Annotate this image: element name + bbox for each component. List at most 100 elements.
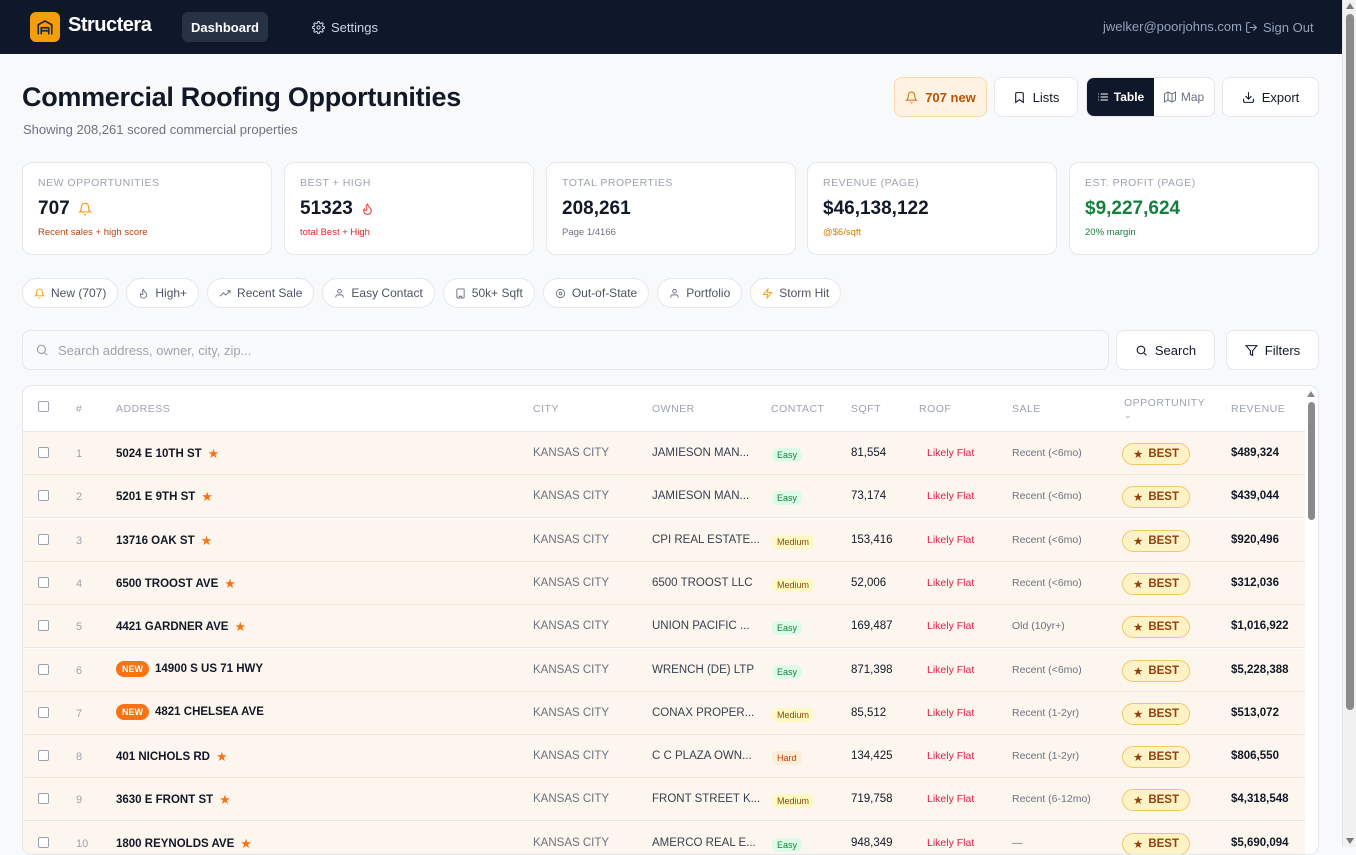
address-cell[interactable]: 3630 E FRONT ST ★ (116, 792, 231, 808)
address-cell[interactable]: 401 NICHOLS RD ★ (116, 749, 228, 765)
table-row[interactable]: 7 NEW 4821 CHELSEA AVE KANSAS CITY CONAX PRO… (23, 691, 1305, 735)
chip-label: High+ (155, 286, 188, 300)
search-bar (22, 330, 1109, 370)
address-cell[interactable]: 5201 E 9TH ST ★ (116, 489, 213, 505)
chip-portfolio[interactable]: Portfolio (657, 278, 743, 308)
row-checkbox[interactable] (38, 490, 49, 502)
col-city[interactable]: CITY (533, 403, 559, 415)
view-map-button[interactable]: Map (1154, 78, 1214, 116)
table-row[interactable]: 3 13716 OAK ST ★ KANSAS CITY CPI REAL ESTATE… (23, 518, 1305, 562)
city-cell: KANSAS CITY (533, 836, 610, 849)
select-all-checkbox[interactable] (38, 401, 49, 412)
table-row[interactable]: 8 401 NICHOLS RD ★ KANSAS CITY C C PLAZA OWN… (23, 735, 1305, 779)
table-row[interactable]: 9 3630 E FRONT ST ★ KANSAS CITY FRONT STREET… (23, 778, 1305, 822)
scrollbar-thumb[interactable] (1308, 402, 1315, 520)
col-revenue[interactable]: REVENUE (1231, 403, 1286, 415)
address-cell[interactable]: 5024 E 10TH ST ★ (116, 446, 219, 462)
row-checkbox[interactable] (38, 447, 49, 458)
building-icon (456, 287, 465, 299)
row-checkbox[interactable] (38, 663, 49, 675)
col-sale[interactable]: SALE (1012, 403, 1041, 415)
address-cell[interactable]: 4421 GARDNER AVE ★ (116, 619, 246, 635)
row-number: 9 (76, 794, 83, 807)
nav-settings[interactable]: Settings (312, 12, 378, 42)
brand-name[interactable]: Structera (68, 14, 152, 36)
table-row[interactable]: 6 NEW 14900 S US 71 HWY KANSAS CITY WRENCH (… (23, 648, 1305, 692)
opportunity-label: BEST (1148, 664, 1179, 677)
view-table-button[interactable]: Table (1087, 78, 1154, 116)
chip-easy-contact[interactable]: Easy Contact (322, 278, 435, 308)
page-scrollbar[interactable] (1342, 0, 1356, 847)
table-row[interactable]: 10 1800 REYNOLDS AVE ★ KANSAS CITY AMERCO RE… (23, 821, 1305, 854)
address-cell[interactable]: NEW 14900 S US 71 HWY (116, 660, 263, 677)
roof-cell: Likely Flat (927, 750, 975, 763)
row-checkbox[interactable] (38, 576, 49, 588)
address-text: 4821 CHELSEA AVE (155, 705, 264, 718)
search-button[interactable]: Search (1116, 330, 1215, 370)
address-cell[interactable]: 1800 REYNOLDS AVE ★ (116, 836, 252, 852)
table-row[interactable]: 1 5024 E 10TH ST ★ KANSAS CITY JAMIESON MAN.… (23, 432, 1305, 475)
row-number: 5 (76, 621, 83, 634)
roof-cell: Likely Flat (927, 490, 975, 503)
nav-dashboard[interactable]: Dashboard (182, 12, 268, 42)
warehouse-icon (37, 20, 53, 35)
opportunity-label: BEST (1148, 794, 1179, 807)
chip-recent-sale[interactable]: Recent Sale (207, 278, 315, 308)
roof-cell: Likely Flat (927, 836, 975, 849)
sqft-cell: 52,006 (851, 576, 887, 589)
filters-button[interactable]: Filters (1226, 330, 1319, 370)
contact-badge: Easy (772, 621, 803, 636)
export-button[interactable]: Export (1222, 77, 1319, 117)
chip-50k-sqft[interactable]: 50k+ Sqft (442, 278, 535, 308)
contact-badge: Medium (772, 794, 815, 809)
col-opportunity[interactable]: OPPORTUNITY (1124, 397, 1206, 409)
star-icon: ★ (1133, 838, 1144, 851)
chip-label: 50k+ Sqft (471, 286, 523, 300)
revenue-cell: $5,228,388 (1231, 663, 1289, 676)
brand-logo[interactable] (30, 12, 60, 42)
new-badge: NEW (116, 660, 149, 677)
row-checkbox[interactable] (38, 706, 49, 718)
stat-value: 51323 (300, 198, 353, 219)
col-number[interactable]: # (76, 403, 83, 415)
row-checkbox[interactable] (38, 620, 49, 632)
lists-button[interactable]: Lists (994, 77, 1078, 117)
new-count-label: 707 new (925, 89, 976, 105)
address-text: 5201 E 9TH ST (116, 491, 196, 504)
user-icon (335, 288, 345, 298)
table-row[interactable]: 5 4421 GARDNER AVE ★ KANSAS CITY UNION PACIF… (23, 605, 1305, 649)
col-contact[interactable]: CONTACT (771, 403, 825, 415)
address-cell[interactable]: NEW 4821 CHELSEA AVE (116, 703, 264, 720)
revenue-cell: $312,036 (1231, 576, 1279, 589)
revenue-cell: $513,072 (1231, 706, 1279, 719)
scroll-up-arrow[interactable] (1307, 391, 1315, 397)
new-opportunities-button[interactable]: 707 new (894, 77, 987, 117)
row-checkbox[interactable] (38, 836, 49, 848)
col-address[interactable]: ADDRESS (116, 403, 171, 415)
chip-storm-hit[interactable]: Storm Hit (750, 278, 842, 308)
address-cell[interactable]: 6500 TROOST AVE ★ (116, 576, 236, 592)
sign-out-button[interactable]: Sign Out (1245, 12, 1314, 42)
row-checkbox[interactable] (38, 793, 49, 805)
search-input[interactable] (58, 342, 958, 358)
address-cell[interactable]: 13716 OAK ST ★ (116, 533, 212, 549)
city-cell: KANSAS CITY (533, 750, 610, 763)
table-row[interactable]: 2 5201 E 9TH ST ★ KANSAS CITY JAMIESON MAN..… (23, 475, 1305, 519)
row-checkbox[interactable] (38, 750, 49, 762)
chip-out-of-state[interactable]: Out-of-State (542, 278, 650, 308)
col-sqft[interactable]: SQFT (851, 403, 881, 415)
star-icon: ★ (207, 446, 220, 461)
scroll-up-arrow[interactable] (1346, 3, 1354, 9)
chip-high-plus[interactable]: High+ (126, 278, 200, 308)
table-scrollbar[interactable] (1305, 386, 1318, 854)
col-owner[interactable]: OWNER (652, 403, 695, 415)
row-number: 6 (76, 664, 83, 677)
scrollbar-thumb[interactable] (1346, 14, 1354, 710)
row-number: 2 (76, 491, 83, 504)
col-roof[interactable]: ROOF (919, 403, 952, 415)
chip-new[interactable]: New (707) (22, 278, 119, 308)
bell-icon (34, 288, 45, 299)
row-checkbox[interactable] (38, 533, 49, 545)
scroll-down-arrow[interactable] (1346, 838, 1354, 844)
table-row[interactable]: 4 6500 TROOST AVE ★ KANSAS CITY 6500 TROOST … (23, 561, 1305, 605)
